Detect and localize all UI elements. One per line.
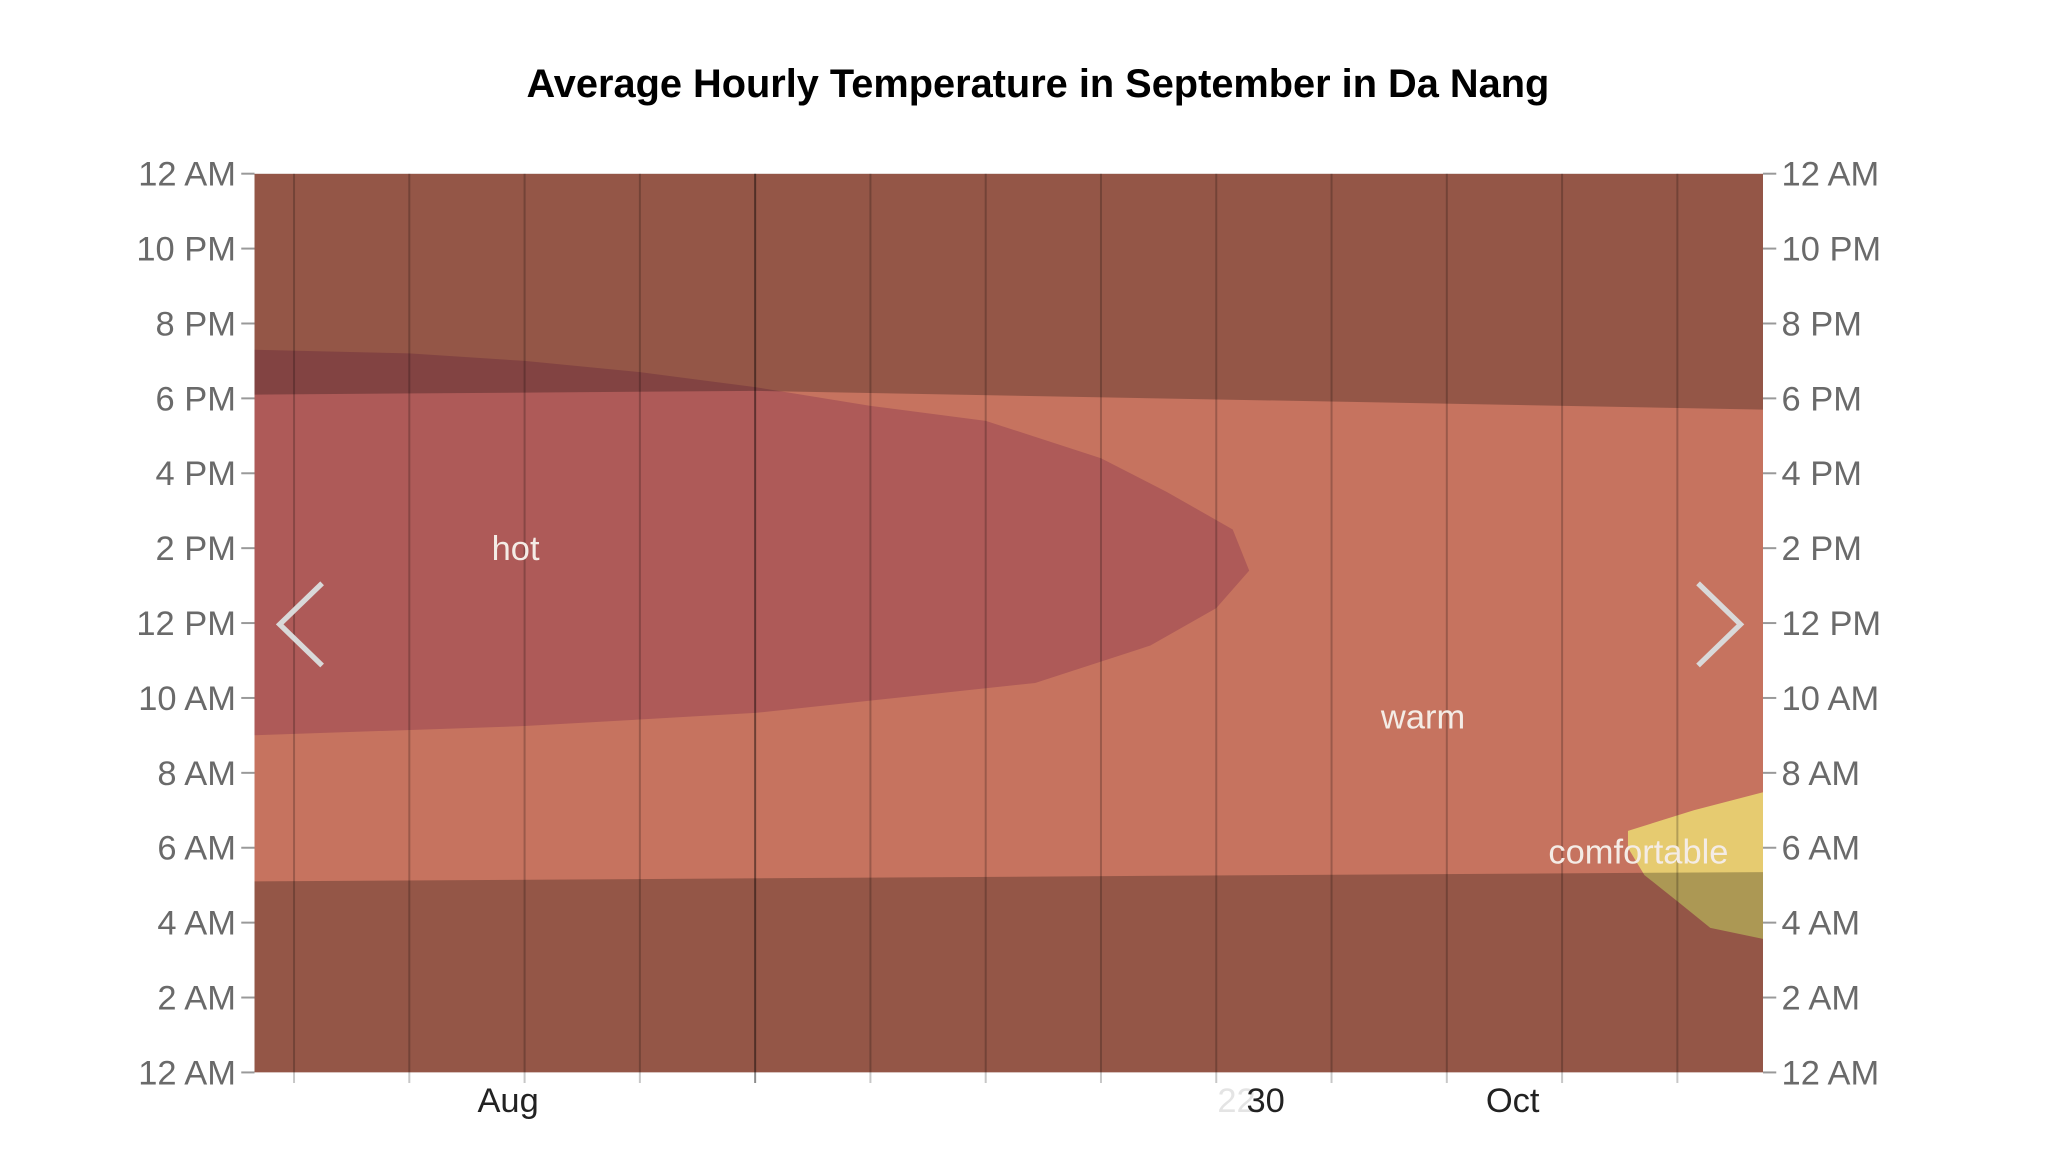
y-tick-label-right: 10 AM [1782, 680, 1880, 718]
region-hot [254, 349, 1250, 736]
region-label-comfortable: comfortable [1548, 833, 1728, 871]
y-tick-label-left: 2 AM [157, 979, 236, 1017]
y-tick-label-left: 12 AM [138, 1054, 236, 1092]
y-tick-label-right: 12 AM [1782, 1054, 1880, 1092]
plot-layers [254, 173, 1764, 1073]
region-label-warm: warm [1380, 699, 1465, 737]
y-tick-label-left: 6 PM [156, 380, 236, 418]
y-tick-label-left: 4 AM [157, 905, 236, 943]
y-tick-label-left: 8 PM [156, 305, 236, 343]
y-tick-label-left: 10 AM [138, 680, 236, 718]
y-tick-label-right: 2 AM [1782, 979, 1861, 1017]
chevron-right-icon [1696, 581, 1745, 668]
y-tick-label-right: 2 PM [1782, 530, 1862, 568]
x-tick-label: 30 [1246, 1082, 1284, 1120]
region-comfortable [1627, 792, 1764, 939]
x-tick-ghost-label: 22 [1217, 1082, 1255, 1120]
previous-button[interactable] [265, 570, 338, 683]
region-label-hot: hot [492, 530, 540, 568]
x-tick-label: Oct [1486, 1082, 1540, 1120]
next-button[interactable] [1683, 570, 1756, 683]
axes: 12 AM 12 AM 10 PM 10 PM 8 PM 8 PM 6 PM 6 PM 4 PM… [136, 156, 1881, 1121]
y-tick-label-right: 6 PM [1782, 380, 1862, 418]
y-tick-label-left: 12 AM [138, 156, 236, 194]
y-tick-label-right: 12 AM [1782, 156, 1880, 194]
y-tick-label-right: 10 PM [1782, 231, 1882, 269]
y-tick-label-right: 12 PM [1782, 605, 1882, 643]
y-tick-label-left: 6 AM [157, 830, 236, 868]
y-tick-label-left: 12 PM [136, 605, 236, 643]
y-tick-label-right: 4 PM [1782, 455, 1862, 493]
y-tick-label-right: 8 AM [1782, 755, 1861, 793]
y-tick-label-right: 4 AM [1782, 905, 1861, 943]
y-tick-label-right: 6 AM [1782, 830, 1861, 868]
y-tick-label-left: 4 PM [156, 455, 236, 493]
y-tick-label-left: 10 PM [136, 231, 236, 269]
region-labels: warm hot comfortable [492, 530, 1729, 871]
y-tick-label-left: 2 PM [156, 530, 236, 568]
chart-title: Average Hourly Temperature in September … [527, 62, 1550, 106]
x-tick-label: Aug [477, 1082, 538, 1120]
chevron-left-icon [275, 581, 324, 668]
night-shade-evening [254, 173, 1764, 410]
night-shade-morning [254, 872, 1764, 1073]
y-tick-label-left: 8 AM [157, 755, 236, 793]
y-tick-label-right: 8 PM [1782, 305, 1862, 343]
plot-area [254, 173, 1764, 1073]
